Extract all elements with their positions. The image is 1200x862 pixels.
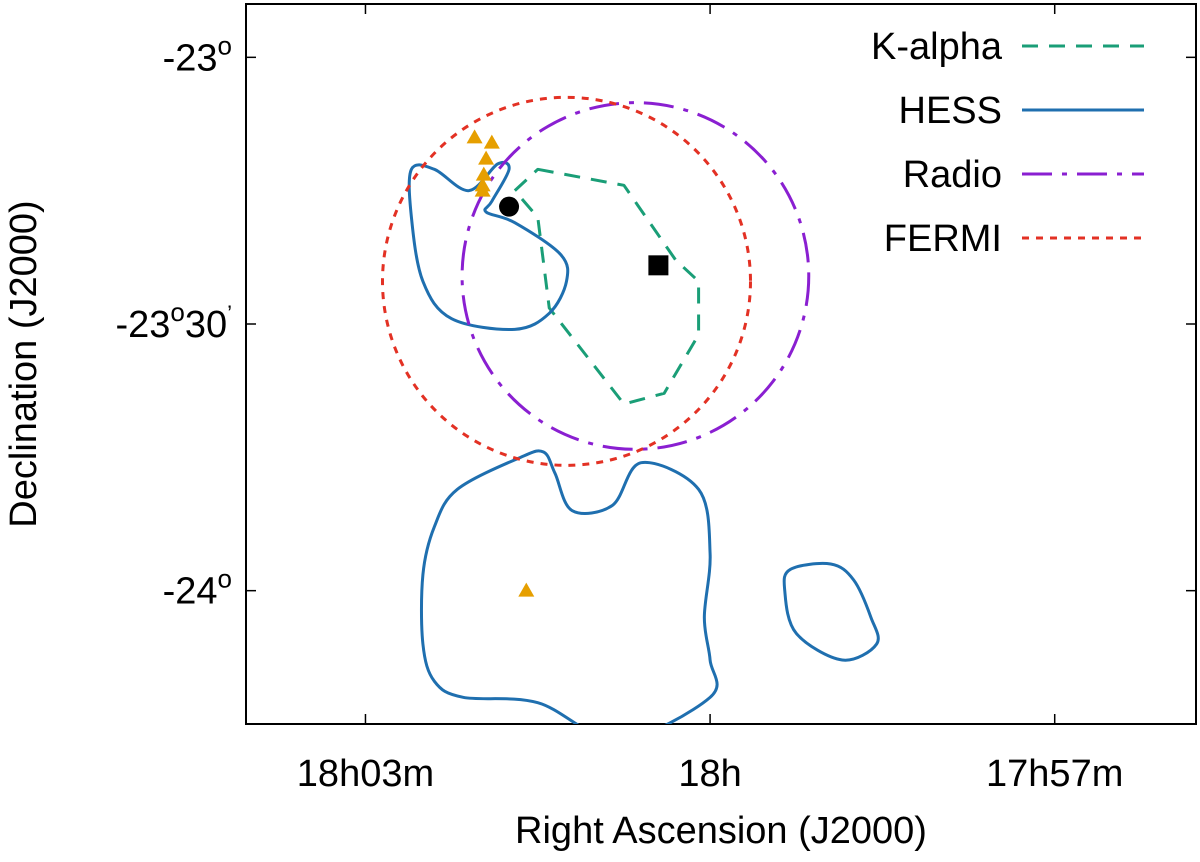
legend-label-k-alpha: K-alpha [871,26,1003,68]
circle-marker [499,196,520,217]
x-axis-title: Right Ascension (J2000) [515,810,927,852]
series-radio-circle [460,101,811,451]
series-fermi-circle [380,95,752,467]
y-tick-label: -23o30’ [115,297,232,346]
square-marker [648,255,669,276]
plot-frame [245,3,1197,725]
series-hess-contour-1 [407,160,570,331]
triangle-marker [518,582,535,597]
y-tick-label: -23o [163,30,232,79]
series-hess-contour-3 [782,561,880,662]
triangle-marker [466,129,483,144]
x-tick-label: 17h57m [986,753,1123,795]
legend-label-radio: Radio [903,154,1002,196]
y-tick-labels: -23o -23o30’ -24o [115,30,232,612]
legend-label-fermi: FERMI [884,218,1002,260]
triangle-marker [483,134,500,149]
triangle-marker [474,182,491,197]
y-tick-label: -24o [163,564,232,613]
axis-ticks [246,4,1196,724]
legend-label-hess: HESS [899,90,1002,132]
plot-area [380,95,880,724]
x-tick-label: 18h [678,753,741,795]
x-tick-label: 18h03m [297,753,434,795]
triangle-marker [475,166,492,181]
triangle-marker [478,150,495,165]
series-hess-contour-2 [419,449,719,724]
x-tick-labels: 18h03m 18h 17h57m [297,753,1124,795]
legend: K-alpha HESS Radio FERMI [871,26,1144,260]
y-axis-title: Declination (J2000) [3,200,45,527]
series-k-alpha-region [513,167,701,406]
